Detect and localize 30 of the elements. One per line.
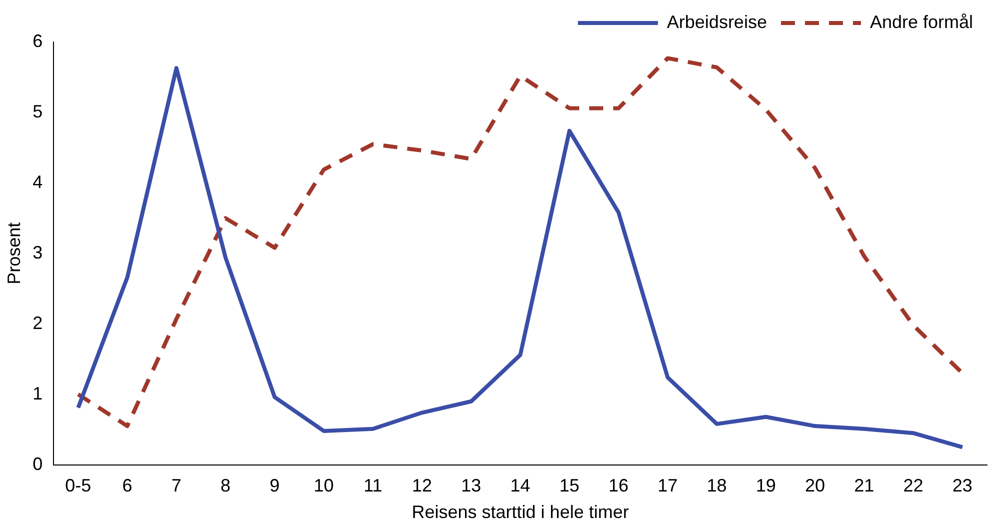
x-tick-label: 21 <box>854 476 874 496</box>
y-tick-label: 6 <box>32 30 43 51</box>
x-tick-label: 12 <box>412 476 432 496</box>
x-tick-label: 0-5 <box>65 476 92 496</box>
y-tick-label: 0 <box>32 454 43 474</box>
legend-label: Andre formål <box>870 12 974 32</box>
y-tick-label: 1 <box>32 383 43 404</box>
x-tick-label: 8 <box>220 476 231 496</box>
x-tick-label: 20 <box>805 476 826 496</box>
x-tick-label: 14 <box>510 476 530 496</box>
x-axis-title: Reisens starttid i hele timer <box>412 502 629 522</box>
x-tick-label: 11 <box>364 476 382 496</box>
y-tick-label: 2 <box>32 312 43 333</box>
x-tick-label: 22 <box>903 476 924 496</box>
x-tick-label: 6 <box>122 476 132 496</box>
x-tick-label: 10 <box>314 476 334 496</box>
y-tick-label: 4 <box>32 172 43 192</box>
y-tick-label: 3 <box>32 242 43 262</box>
x-tick-label: 7 <box>171 476 182 496</box>
x-tick-label: 23 <box>952 476 972 496</box>
y-axis-title: Prosent <box>4 222 24 284</box>
x-tick-label: 9 <box>270 476 280 496</box>
x-tick-label: 19 <box>756 476 776 496</box>
x-tick-label: 15 <box>559 476 580 496</box>
x-tick-label: 16 <box>608 476 629 496</box>
x-tick-label: 18 <box>706 476 727 496</box>
x-tick-label: 13 <box>461 476 482 496</box>
y-tick-label: 5 <box>32 101 43 122</box>
legend-label: Arbeidsreise <box>666 12 767 32</box>
x-tick-label: 17 <box>658 476 678 496</box>
